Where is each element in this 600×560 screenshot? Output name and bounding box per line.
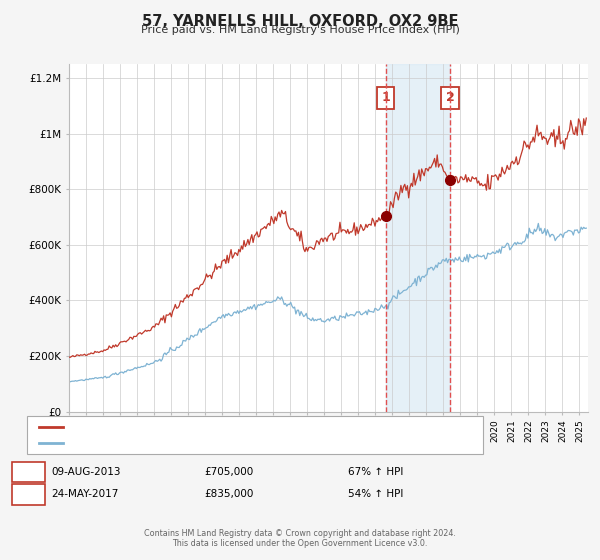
Bar — [386, 64, 450, 412]
Text: 24-MAY-2017: 24-MAY-2017 — [51, 489, 118, 499]
Text: £835,000: £835,000 — [204, 489, 253, 499]
Text: £705,000: £705,000 — [204, 466, 253, 477]
Text: 67% ↑ HPI: 67% ↑ HPI — [348, 466, 403, 477]
Text: 57, YARNELLS HILL, OXFORD, OX2 9BE (detached house): 57, YARNELLS HILL, OXFORD, OX2 9BE (deta… — [69, 422, 346, 432]
Text: This data is licensed under the Open Government Licence v3.0.: This data is licensed under the Open Gov… — [172, 539, 428, 548]
Text: 57, YARNELLS HILL, OXFORD, OX2 9BE: 57, YARNELLS HILL, OXFORD, OX2 9BE — [142, 14, 458, 29]
Text: 1: 1 — [25, 466, 32, 477]
Text: Contains HM Land Registry data © Crown copyright and database right 2024.: Contains HM Land Registry data © Crown c… — [144, 529, 456, 538]
Text: HPI: Average price, detached house, Vale of White Horse: HPI: Average price, detached house, Vale… — [69, 438, 346, 447]
Text: 1: 1 — [381, 91, 390, 104]
Text: 2: 2 — [446, 91, 455, 104]
Text: 2: 2 — [25, 489, 32, 499]
Text: 09-AUG-2013: 09-AUG-2013 — [51, 466, 121, 477]
Text: Price paid vs. HM Land Registry's House Price Index (HPI): Price paid vs. HM Land Registry's House … — [140, 25, 460, 35]
Text: 54% ↑ HPI: 54% ↑ HPI — [348, 489, 403, 499]
